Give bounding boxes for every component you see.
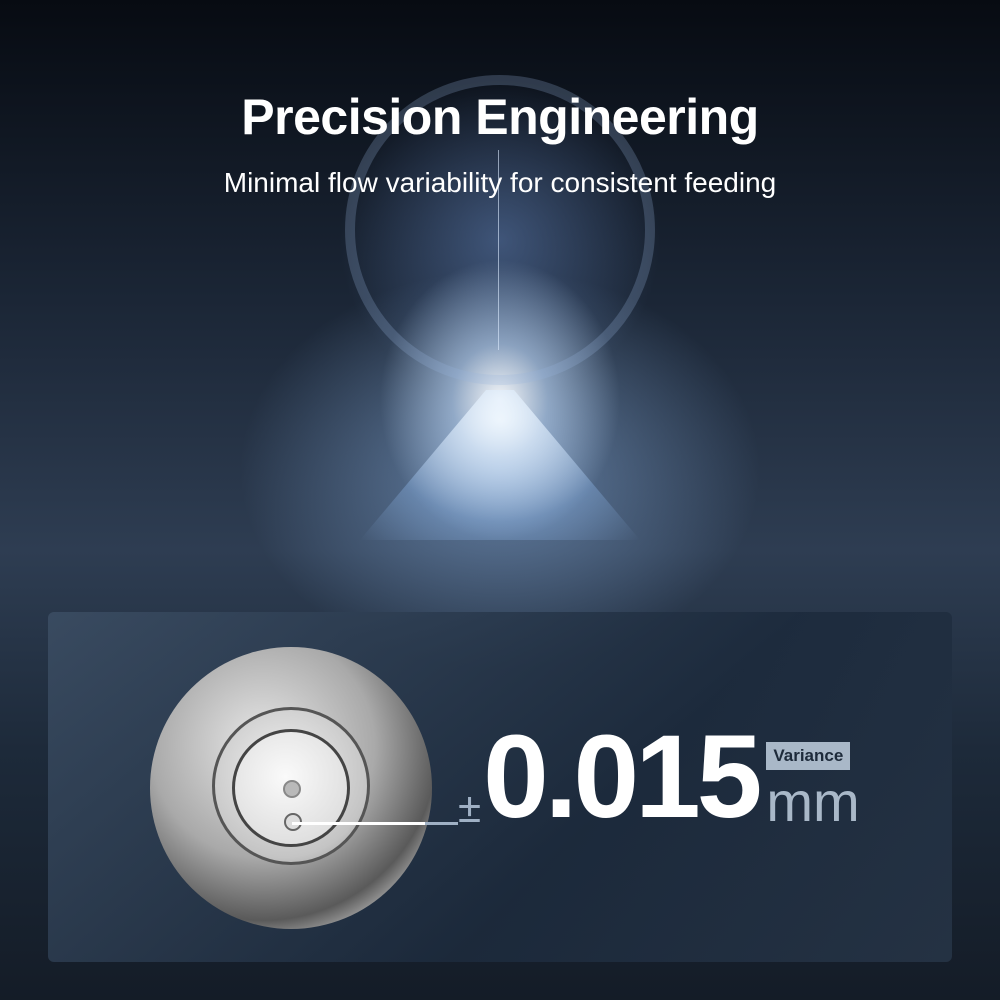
glowing-nozzle-cone xyxy=(360,390,640,540)
variance-value: 0.015 xyxy=(483,711,762,843)
variance-spec: ± 0.015 Variance mm xyxy=(458,718,860,836)
page-subtitle: Minimal flow variability for consistent … xyxy=(223,167,777,198)
page-title: Precision Engineering xyxy=(241,89,759,145)
disc-hole xyxy=(283,780,301,798)
variance-unit-group: Variance mm xyxy=(766,742,860,833)
nozzle-disc-image xyxy=(150,647,432,929)
background-ring xyxy=(345,75,655,385)
variance-badge: Variance xyxy=(766,742,851,770)
callout-leader-line xyxy=(292,822,458,825)
plus-minus-sign: ± xyxy=(458,784,482,831)
variance-unit: mm xyxy=(766,770,860,833)
filament-thread xyxy=(498,150,499,350)
